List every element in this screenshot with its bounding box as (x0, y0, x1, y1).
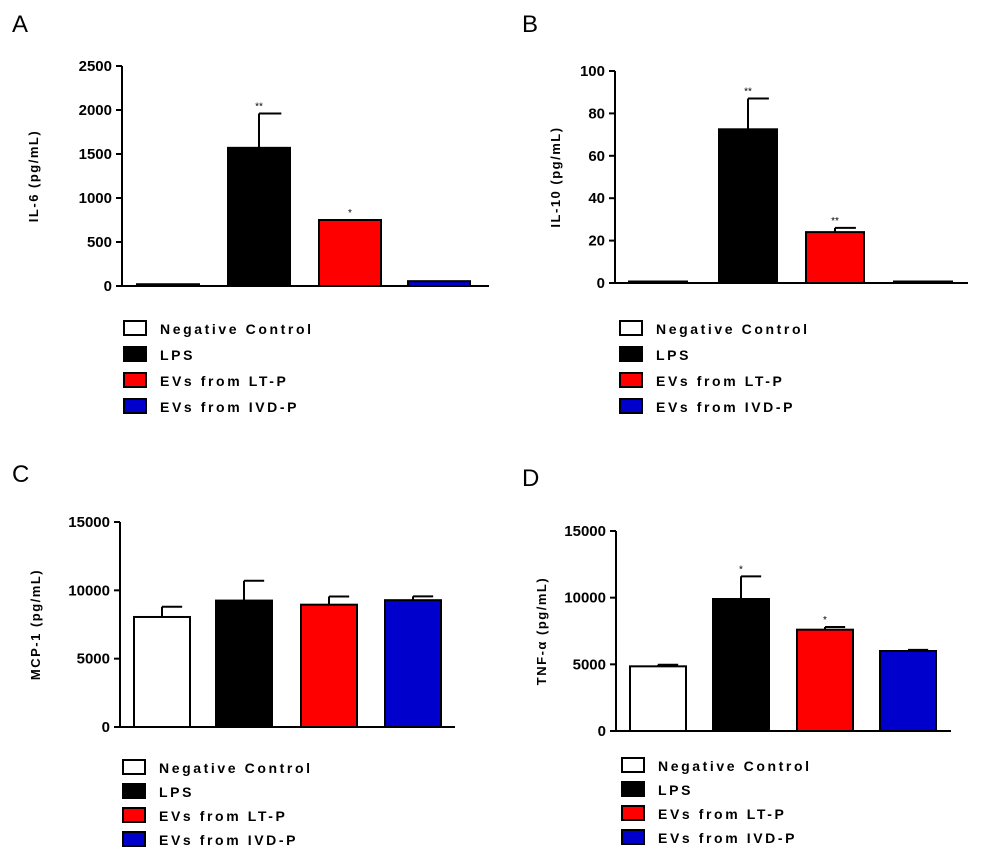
legend-swatch (123, 398, 147, 414)
legend-swatch (621, 757, 645, 773)
y-axis-label: IL-10 (pg/mL) (548, 126, 563, 227)
bar-evs-lt-p (796, 628, 854, 733)
y-tick-label: 5000 (573, 656, 606, 673)
y-axis-label: TNF-α (pg/mL) (534, 577, 549, 685)
bar-negative-control (628, 280, 688, 284)
y-axis-label: MCP-1 (pg/mL) (28, 569, 43, 680)
panel-letter: B (522, 11, 538, 38)
bar-negative-control (133, 615, 191, 729)
legend-swatch (621, 829, 645, 845)
y-tick-label: 20 (588, 233, 605, 250)
legend-swatch (122, 831, 146, 847)
legend-swatch (123, 320, 147, 336)
legend-swatch (619, 346, 643, 362)
panel-letter: A (12, 11, 28, 38)
y-tick-label: 80 (588, 105, 605, 122)
bar-lps (215, 599, 273, 728)
panel-c: C 0 5000 10000 15000 MCP-1 (pg/mL) Negative Co… (12, 461, 455, 848)
legend-swatch (123, 346, 147, 362)
legend-label: EVs from LT-P (656, 373, 784, 389)
legend-label: EVs from LT-P (160, 373, 288, 389)
y-tick-label: 5000 (77, 651, 110, 668)
bar-lps (718, 128, 778, 284)
y-tick-label: 0 (597, 275, 605, 292)
y-tick-label: 15000 (68, 514, 110, 531)
legend-label: EVs from IVD-P (159, 832, 298, 848)
bar-evs-lt-p (805, 231, 865, 284)
legend-label: EVs from IVD-P (656, 399, 795, 415)
y-tick-label: 500 (87, 234, 112, 251)
legend-label: LPS (160, 347, 195, 363)
legend-label: LPS (159, 784, 194, 800)
legend-swatch (122, 807, 146, 823)
legend-swatch (619, 398, 643, 414)
panel-letter: C (12, 461, 29, 488)
legend-label: Negative Control (658, 758, 812, 774)
legend-swatch (621, 805, 645, 821)
y-tick-label: 60 (588, 148, 605, 165)
bar-lps (227, 146, 291, 287)
bar-negative-control (136, 283, 200, 287)
legend-label: LPS (656, 347, 691, 363)
bar-evs-lt-p (300, 603, 358, 729)
y-tick-label: 10000 (564, 590, 606, 607)
bar-evs-ivd-p (384, 599, 442, 729)
legend-label: EVs from IVD-P (658, 830, 797, 846)
bar-negative-control (629, 665, 687, 732)
panel-b: B 0 20 40 60 80 100 IL-10 (pg/mL) ** ** Negative C… (522, 11, 968, 415)
significance-label: ** (831, 216, 839, 227)
legend-label: Negative Control (160, 321, 314, 337)
significance-label: ** (255, 102, 263, 113)
legend-swatch (123, 372, 147, 388)
y-tick-label: 2000 (79, 102, 112, 119)
legend-label: EVs from LT-P (159, 808, 287, 824)
legend-label: Negative Control (656, 321, 810, 337)
y-tick-label: 100 (580, 63, 605, 80)
legend-label: Negative Control (159, 760, 313, 776)
significance-label: ** (744, 87, 752, 98)
y-tick-label: 2500 (79, 58, 112, 75)
y-axis-label: IL-6 (pg/mL) (26, 130, 41, 222)
bar-evs-ivd-p (407, 280, 471, 288)
legend-swatch (619, 372, 643, 388)
bar-evs-ivd-p (879, 650, 937, 732)
y-tick-label: 40 (588, 190, 605, 207)
y-tick-label: 0 (598, 723, 606, 740)
y-tick-label: 10000 (68, 582, 110, 599)
y-tick-label: 0 (102, 719, 110, 736)
significance-label: * (348, 208, 352, 219)
legend-swatch (122, 783, 146, 799)
legend-swatch (122, 759, 146, 775)
y-tick-label: 0 (104, 278, 112, 295)
legend-swatch (619, 320, 643, 336)
significance-label: * (739, 564, 743, 575)
legend-label: LPS (658, 782, 693, 798)
legend-swatch (621, 781, 645, 797)
bar-evs-ivd-p (893, 280, 953, 284)
legend-label: EVs from IVD-P (160, 399, 299, 415)
bar-evs-lt-p (318, 219, 382, 287)
panel-d: D 0 5000 10000 15000 TNF-α (pg/mL) * * Negative … (522, 465, 951, 846)
significance-label: * (823, 615, 827, 626)
legend-label: EVs from LT-P (658, 806, 786, 822)
y-tick-label: 15000 (564, 523, 606, 540)
y-tick-label: 1000 (79, 190, 112, 207)
panel-letter: D (522, 465, 539, 492)
bar-lps (712, 598, 770, 732)
y-tick-label: 1500 (79, 146, 112, 163)
